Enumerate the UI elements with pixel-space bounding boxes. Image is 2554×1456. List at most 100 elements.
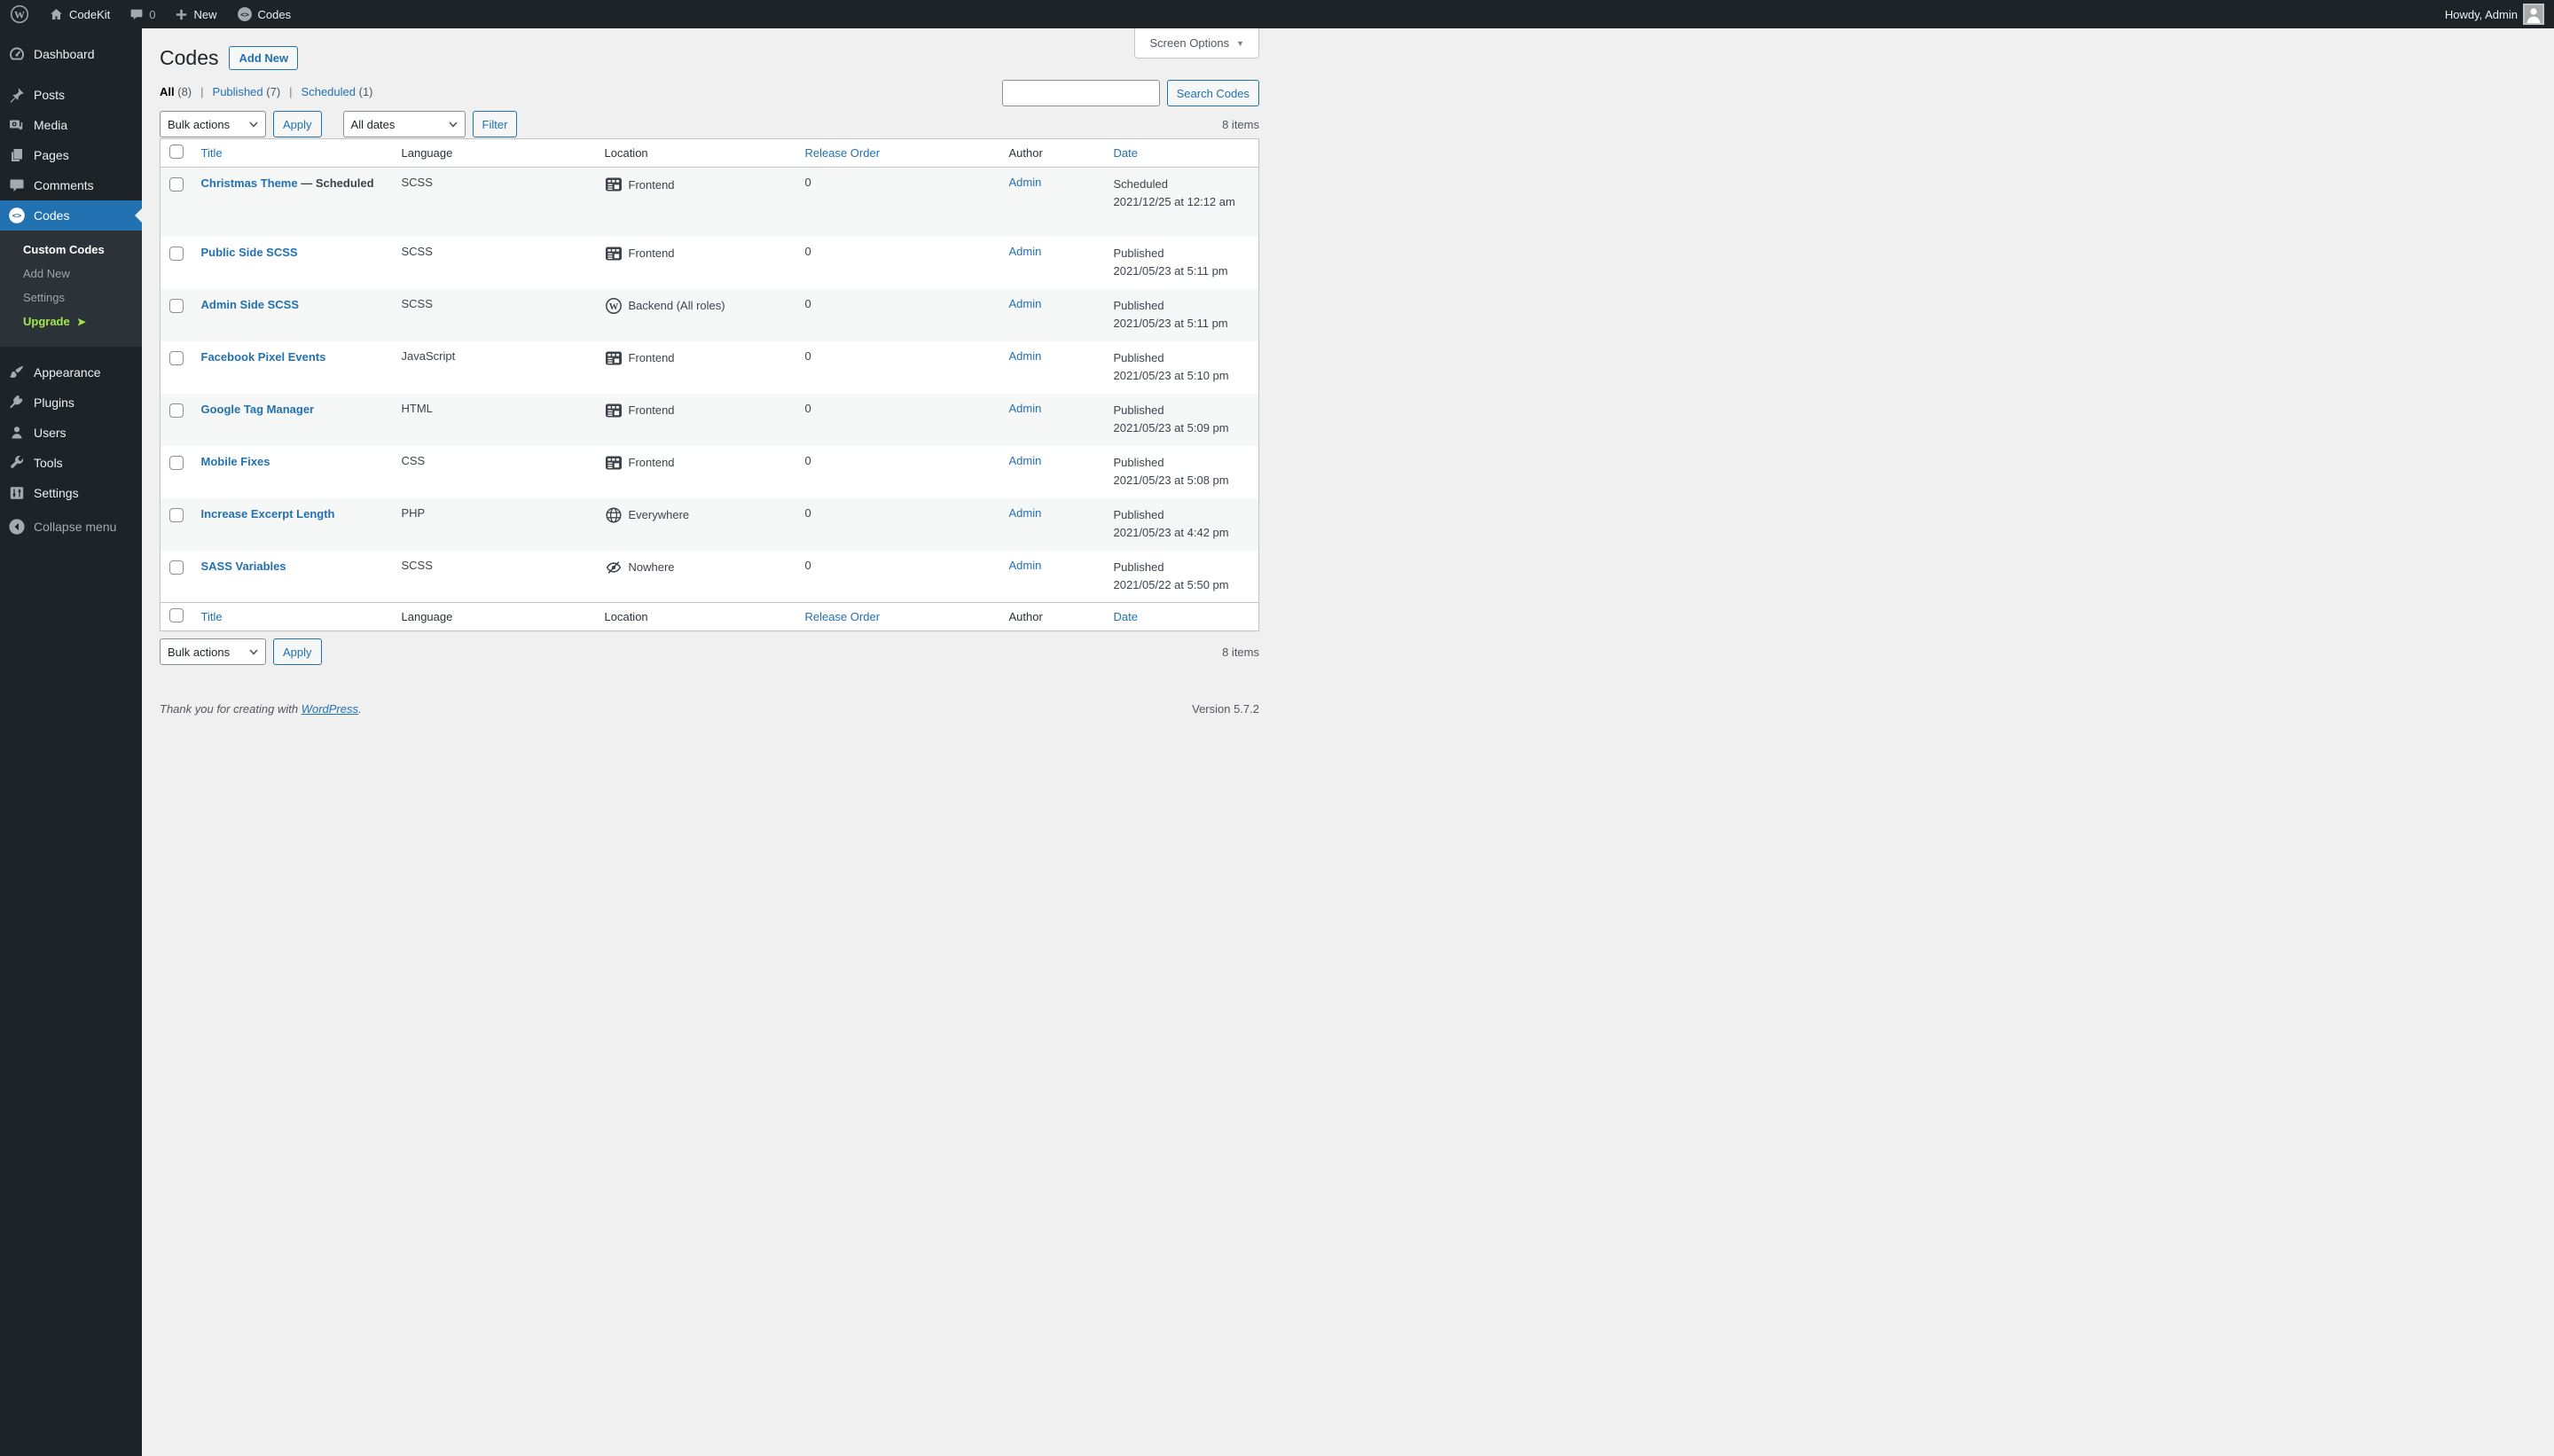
code-title-link[interactable]: Google Tag Manager	[200, 402, 315, 416]
site-menu[interactable]: CodeKit	[39, 0, 120, 28]
codes-menu[interactable]: <> Codes	[227, 0, 302, 28]
sidebar-item-label: Tools	[34, 456, 63, 470]
view-published-link[interactable]: Published	[212, 85, 263, 98]
code-title-link[interactable]: Facebook Pixel Events	[200, 349, 326, 364]
author-link[interactable]: Admin	[1008, 348, 1042, 363]
author-link[interactable]: Admin	[1008, 558, 1042, 572]
collapse-arrow-icon	[9, 519, 25, 535]
table-footer-header: Title Language Location Release Order Au…	[160, 602, 1259, 631]
caret-down-icon: ▼	[1236, 38, 1244, 48]
search-codes-button[interactable]: Search Codes	[1166, 80, 1259, 106]
submenu-item-upgrade[interactable]: Upgrade ➤	[23, 315, 86, 328]
table-row: SASS Variables SCSS Nowhere 0 Admin Publ…	[161, 551, 1259, 603]
location-label: Nowhere	[628, 560, 675, 574]
language-cell: PHP	[401, 505, 426, 520]
apply-button[interactable]: Apply	[273, 111, 322, 137]
tablenav-bottom: Bulk actions Apply 8 items	[160, 638, 1259, 665]
bulk-actions-select[interactable]: Bulk actions	[160, 111, 266, 137]
author-link[interactable]: Admin	[1008, 244, 1042, 258]
sidebar-item-codes[interactable]: <> Codes	[0, 200, 142, 231]
comment-count: 0	[149, 7, 156, 21]
code-title-link[interactable]: Mobile Fixes	[200, 454, 270, 468]
select-all-checkbox[interactable]	[169, 145, 184, 159]
user-icon	[12, 427, 22, 439]
table-row: Google Tag Manager HTML Frontend 0 Admin…	[160, 393, 1259, 446]
code-title-link[interactable]: Public Side SCSS	[200, 245, 298, 259]
code-title-link[interactable]: Increase Excerpt Length	[200, 506, 335, 521]
sidebar-item-dashboard[interactable]: Dashboard	[0, 39, 142, 69]
sidebar-item-appearance[interactable]: Appearance	[0, 357, 142, 387]
author-link[interactable]: Admin	[1008, 176, 1042, 189]
page-title: Codes	[160, 46, 219, 69]
author-link[interactable]: Admin	[1008, 296, 1042, 310]
sort-by-title[interactable]: Title	[200, 610, 223, 623]
sidebar-item-users[interactable]: Users	[0, 418, 142, 448]
code-title-link[interactable]: Admin Side SCSS	[200, 297, 300, 311]
wordpress-link[interactable]: WordPress	[301, 702, 358, 716]
frontend-icon	[605, 454, 623, 472]
svg-text:<>: <>	[240, 10, 249, 19]
author-link[interactable]: Admin	[1008, 453, 1042, 467]
frontend-icon	[605, 349, 623, 367]
account-menu[interactable]: Howdy, Admin	[2435, 0, 2554, 28]
view-scheduled-link[interactable]: Scheduled	[301, 85, 356, 98]
comments-menu[interactable]: 0	[120, 0, 165, 28]
table-row: Public Side SCSS SCSS Frontend 0 Admin P…	[161, 237, 1259, 289]
search-input[interactable]	[1001, 80, 1160, 106]
row-checkbox[interactable]	[169, 560, 184, 575]
sort-by-date[interactable]: Date	[1113, 146, 1138, 160]
sidebar-item-pages[interactable]: Pages	[0, 140, 142, 170]
add-new-button[interactable]: Add New	[229, 45, 299, 70]
globe-icon	[605, 506, 623, 524]
row-checkbox[interactable]	[169, 455, 184, 470]
row-checkbox[interactable]	[169, 507, 184, 522]
row-checkbox[interactable]	[169, 403, 184, 418]
language-cell: HTML	[401, 401, 433, 415]
code-title-link[interactable]: SASS Variables	[200, 559, 286, 573]
row-checkbox[interactable]	[169, 298, 184, 313]
author-link[interactable]: Admin	[1008, 401, 1042, 415]
comment-bubble-icon	[130, 9, 143, 20]
filter-button[interactable]: Filter	[472, 111, 518, 137]
sidebar-item-media[interactable]: Media	[0, 110, 142, 140]
collapse-menu-button[interactable]: Collapse menu	[0, 512, 142, 542]
submenu-item-add-new[interactable]: Add New	[23, 267, 70, 280]
sort-by-date[interactable]: Date	[1113, 610, 1138, 623]
sidebar-item-posts[interactable]: Posts	[0, 80, 142, 110]
code-circle-icon: <>	[237, 7, 252, 21]
code-title-link[interactable]: Christmas Theme	[200, 176, 298, 190]
select-all-checkbox[interactable]	[169, 608, 184, 622]
sidebar-item-label: Settings	[34, 486, 79, 500]
view-all-link[interactable]: All	[160, 85, 175, 98]
bulk-actions-select[interactable]: Bulk actions	[160, 638, 266, 665]
table-row: Admin Side SCSS SCSS W Backend (All roles…	[160, 288, 1259, 341]
sort-by-release-order[interactable]: Release Order	[804, 610, 881, 623]
sidebar-item-label: Plugins	[34, 395, 74, 410]
apply-button[interactable]: Apply	[273, 638, 322, 665]
sidebar-item-plugins[interactable]: Plugins	[0, 387, 142, 418]
footer-thanks: Thank you for creating with WordPress.	[160, 702, 362, 716]
new-label: New	[193, 7, 217, 21]
chevron-down-icon	[448, 121, 458, 128]
row-checkbox[interactable]	[169, 177, 184, 192]
submenu-item-settings[interactable]: Settings	[23, 291, 65, 304]
row-checkbox[interactable]	[169, 246, 184, 261]
dates-filter-select[interactable]: All dates	[342, 111, 466, 137]
release-order-cell: 0	[804, 505, 811, 520]
sidebar-item-settings[interactable]: Settings	[0, 478, 142, 508]
sort-by-title[interactable]: Title	[200, 146, 223, 160]
menu-separator	[0, 347, 142, 357]
media-icon	[10, 120, 23, 130]
new-menu[interactable]: New	[165, 0, 226, 28]
upgrade-arrow-icon: ➤	[76, 316, 86, 328]
wp-logo-menu[interactable]: W	[0, 0, 39, 28]
sidebar-item-tools[interactable]: Tools	[0, 448, 142, 478]
screen-options-tab[interactable]: Screen Options ▼	[1134, 28, 1259, 59]
author-link[interactable]: Admin	[1008, 505, 1042, 520]
row-checkbox[interactable]	[169, 350, 184, 365]
submenu-item-custom-codes[interactable]: Custom Codes	[23, 243, 105, 256]
sidebar-item-comments[interactable]: Comments	[0, 170, 142, 200]
release-order-cell: 0	[804, 176, 811, 189]
language-cell: SCSS	[401, 244, 433, 258]
sort-by-release-order[interactable]: Release Order	[804, 146, 881, 160]
